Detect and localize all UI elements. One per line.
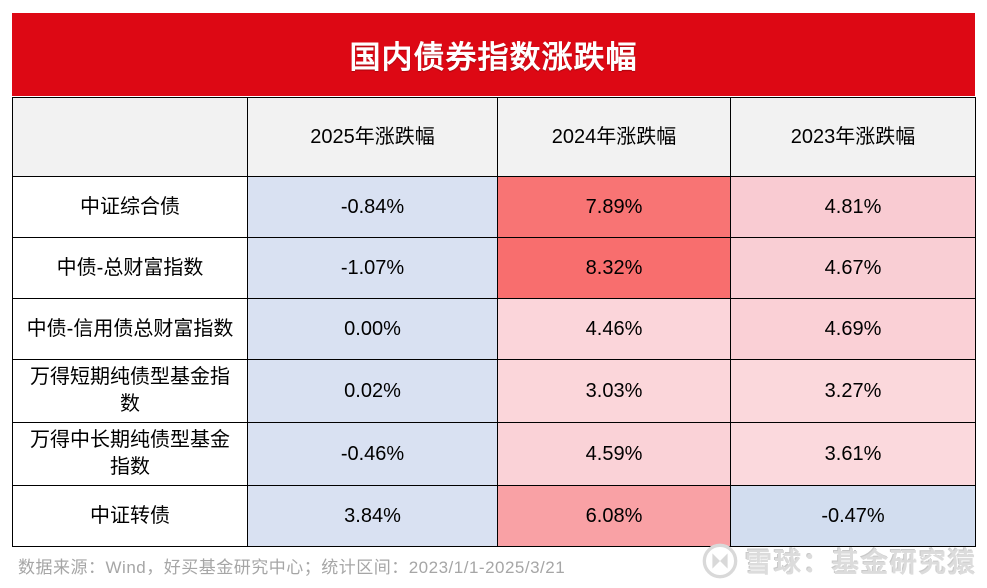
value-cell-2025: -0.46% [247,422,498,486]
value-cell-2025: 0.02% [247,359,498,423]
data-source-note: 数据来源：Wind，好买基金研究中心；统计区间：2023/1/1-2025/3/… [18,558,566,577]
row-label: 万得短期纯债型基金指数 [12,359,248,423]
value-cell-2025: -1.07% [247,237,498,299]
row-label: 中证综合债 [12,176,248,238]
table-row: 中债-总财富指数 -1.07% 8.32% 4.67% [12,237,976,299]
header-cell-2023: 2023年涨跌幅 [730,97,976,177]
row-label: 万得中长期纯债型基金指数 [12,422,248,486]
title-banner: 国内债券指数涨跌幅 [12,13,975,96]
value-cell-2023: 3.27% [730,359,976,423]
table-row: 中债-信用债总财富指数 0.00% 4.46% 4.69% [12,298,976,360]
value-cell-2025: 0.00% [247,298,498,360]
table-row: 万得短期纯债型基金指数 0.02% 3.03% 3.27% [12,359,976,423]
header-cell-2024: 2024年涨跌幅 [497,97,731,177]
value-cell-2023: 3.61% [730,422,976,486]
value-cell-2023: -0.47% [730,485,976,547]
table-body: 中证综合债 -0.84% 7.89% 4.81% 中债-总财富指数 -1.07%… [12,176,976,547]
table-row: 万得中长期纯债型基金指数 -0.46% 4.59% 3.61% [12,422,976,486]
xueqiu-snowball-icon [702,543,738,578]
value-cell-2025: 3.84% [247,485,498,547]
value-cell-2024: 6.08% [497,485,731,547]
row-label: 中债-信用债总财富指数 [12,298,248,360]
header-cell-index-name [12,97,248,177]
bond-index-performance-table: 2025年涨跌幅 2024年涨跌幅 2023年涨跌幅 中证综合债 -0.84% … [12,97,976,547]
header-cell-2025: 2025年涨跌幅 [247,97,498,177]
value-cell-2024: 8.32% [497,237,731,299]
value-cell-2023: 4.67% [730,237,976,299]
row-label: 中证转债 [12,485,248,547]
header-row: 2025年涨跌幅 2024年涨跌幅 2023年涨跌幅 [12,97,976,177]
value-cell-2023: 4.69% [730,298,976,360]
value-cell-2024: 3.03% [497,359,731,423]
value-cell-2024: 4.46% [497,298,731,360]
value-cell-2024: 7.89% [497,176,731,238]
page-title: 国内债券指数涨跌幅 [349,40,638,75]
table-row: 中证转债 3.84% 6.08% -0.47% [12,485,976,547]
table-row: 中证综合债 -0.84% 7.89% 4.81% [12,176,976,238]
value-cell-2023: 4.81% [730,176,976,238]
value-cell-2024: 4.59% [497,422,731,486]
table-header: 2025年涨跌幅 2024年涨跌幅 2023年涨跌幅 [12,97,976,177]
value-cell-2025: -0.84% [247,176,498,238]
row-label: 中债-总财富指数 [12,237,248,299]
